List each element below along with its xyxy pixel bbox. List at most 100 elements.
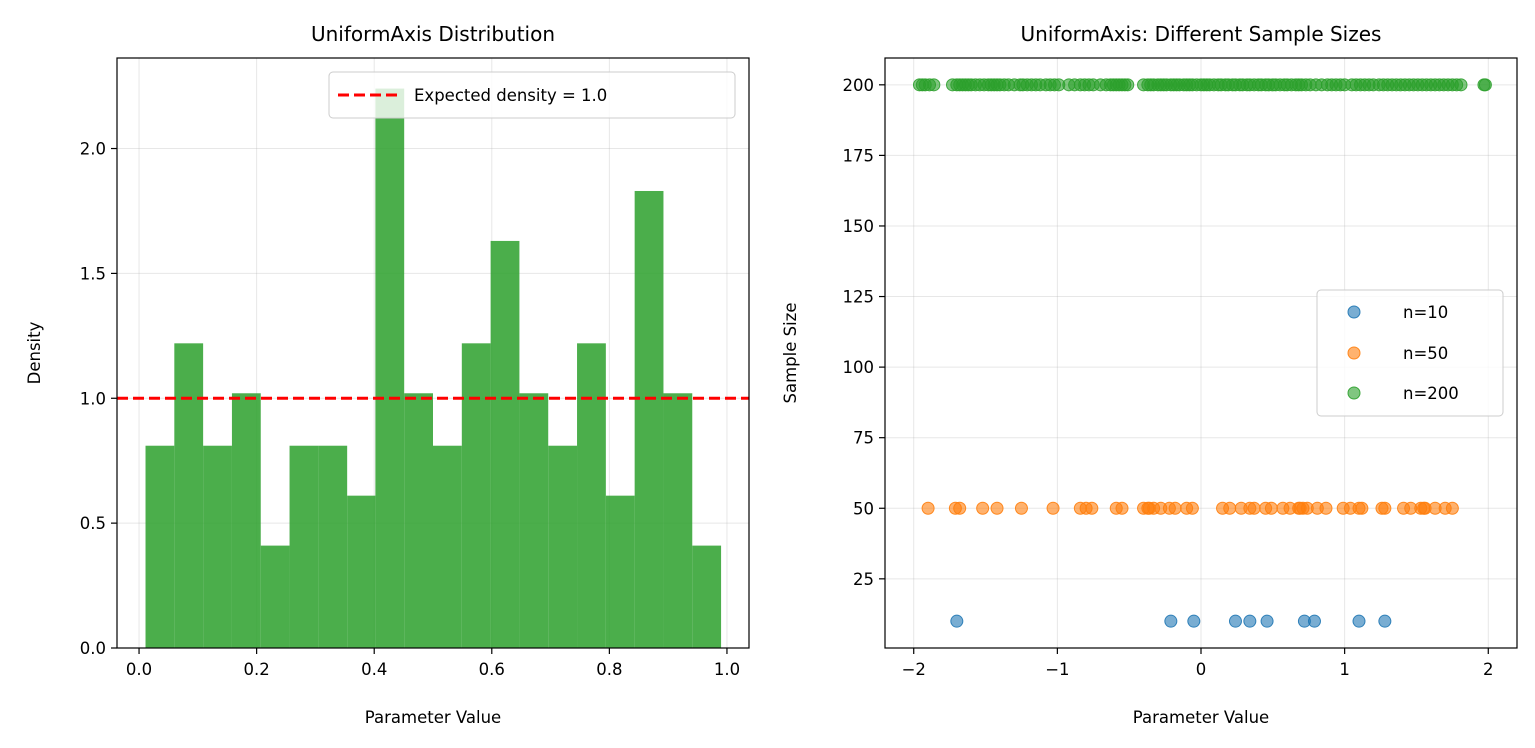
- p1-y-tick-label: 150: [843, 217, 875, 236]
- scatter-point: [1247, 501, 1261, 515]
- p1-y-tick-label: 200: [843, 76, 875, 95]
- scatter-point: [976, 501, 990, 515]
- scatter-point: [1164, 614, 1178, 628]
- histogram-y-axis-label: Density: [25, 321, 44, 384]
- scatter-point: [1378, 501, 1392, 515]
- p1-x-tick-label: −1: [1045, 660, 1069, 679]
- scatter-panel: UniformAxis: Different Sample Sizes −2 −1…: [781, 22, 1518, 727]
- p1-x-tick-label: 0: [1196, 660, 1207, 679]
- p0-x-tick-label: 0.8: [596, 660, 622, 679]
- histogram-bar: [260, 545, 290, 648]
- p1-y-tick-label: 175: [843, 146, 875, 165]
- p0-x-tick-label: 0.0: [126, 660, 152, 679]
- p1-y-tick-label: 50: [853, 499, 874, 518]
- scatter-legend-marker-n10: [1347, 305, 1361, 319]
- histogram-bar: [490, 240, 520, 648]
- scatter-legend-label-n200: n=200: [1403, 384, 1459, 403]
- scatter-point: [1168, 501, 1182, 515]
- histogram-bar: [605, 495, 635, 648]
- scatter-point: [1264, 501, 1278, 515]
- scatter-title: UniformAxis: Different Sample Sizes: [1021, 22, 1382, 46]
- p1-x-tick-label: −2: [902, 660, 926, 679]
- p0-y-tick-label: 0.5: [80, 514, 106, 533]
- scatter-point: [1085, 501, 1099, 515]
- scatter-point: [1417, 501, 1431, 515]
- scatter-point: [1228, 614, 1242, 628]
- scatter-point: [990, 501, 1004, 515]
- scatter-point: [1185, 501, 1199, 515]
- p1-y-tick-label: 25: [853, 570, 874, 589]
- scatter-legend-marker-n200: [1347, 386, 1361, 400]
- p1-x-tick-label: 1: [1339, 660, 1350, 679]
- histogram-y-ticks: 0.0 0.5 1.0 1.5 2.0: [80, 140, 117, 658]
- histogram-bar: [692, 545, 722, 648]
- histogram-legend: Expected density = 1.0: [328, 71, 736, 119]
- scatter-point: [1454, 78, 1468, 92]
- scatter-legend-label-n10: n=10: [1403, 303, 1448, 322]
- scatter-grid: [885, 58, 1517, 648]
- histogram-bar: [663, 393, 693, 648]
- scatter-point: [1293, 501, 1307, 515]
- scatter-point: [1243, 614, 1257, 628]
- scatter-point: [1445, 501, 1459, 515]
- scatter-point: [1046, 501, 1060, 515]
- scatter-series-n200: [912, 78, 1492, 92]
- histogram-title: UniformAxis Distribution: [311, 22, 555, 46]
- histogram-bar: [289, 445, 319, 648]
- p1-y-tick-label: 75: [853, 429, 874, 448]
- p0-y-tick-label: 1.0: [80, 389, 106, 408]
- histogram-bar: [318, 445, 348, 648]
- scatter-point: [1121, 78, 1135, 92]
- p1-y-tick-label: 100: [843, 358, 875, 377]
- scatter-point: [953, 501, 967, 515]
- p0-x-tick-label: 0.6: [479, 660, 505, 679]
- scatter-x-axis-label: Parameter Value: [1133, 708, 1269, 727]
- histogram-bar: [577, 343, 606, 648]
- histogram-bar: [433, 445, 462, 648]
- scatter-point: [927, 78, 941, 92]
- scatter-point: [1260, 614, 1274, 628]
- scatter-point: [1319, 501, 1333, 515]
- scatter-point: [1014, 501, 1028, 515]
- scatter-legend-marker-n50: [1347, 346, 1361, 360]
- p0-x-tick-label: 1.0: [714, 660, 740, 679]
- histogram-bar: [548, 445, 578, 648]
- scatter-point: [1142, 501, 1156, 515]
- histogram-axes-frame: [116, 57, 750, 649]
- scatter-point: [1223, 501, 1237, 515]
- p0-y-tick-label: 0.0: [80, 639, 106, 658]
- histogram-panel: UniformAxis Distribution 0.0 0.2 0.4 0.6 0.8…: [25, 22, 750, 727]
- histogram-bar: [404, 393, 433, 648]
- histogram-x-axis-label: Parameter Value: [365, 708, 501, 727]
- scatter-point: [1352, 614, 1366, 628]
- histogram-legend-box: [328, 71, 736, 119]
- scatter-point: [1115, 501, 1129, 515]
- p0-y-tick-label: 1.5: [80, 264, 106, 283]
- scatter-point: [1187, 614, 1201, 628]
- histogram-bar: [203, 445, 232, 648]
- histogram-bar: [231, 393, 261, 648]
- scatter-legend-box: [1316, 289, 1504, 417]
- scatter-y-axis-label: Sample Size: [781, 303, 800, 404]
- p0-x-tick-label: 0.4: [361, 660, 387, 679]
- scatter-y-ticks: 25 50 75 100 125 150 175 200: [843, 76, 885, 589]
- histogram-bar: [347, 495, 376, 648]
- histogram-bar: [519, 393, 549, 648]
- histogram-x-ticks: 0.0 0.2 0.4 0.6 0.8 1.0: [126, 648, 740, 679]
- p1-y-tick-label: 125: [843, 288, 875, 307]
- p0-y-tick-label: 2.0: [80, 140, 106, 159]
- histogram-bars: [145, 88, 722, 648]
- scatter-point: [950, 614, 964, 628]
- histogram-bar: [634, 190, 664, 648]
- histogram-bar: [461, 343, 491, 648]
- histogram-bar: [375, 88, 405, 648]
- scatter-series-n50: [921, 501, 1459, 515]
- scatter-point: [1307, 614, 1321, 628]
- p1-x-tick-label: 2: [1483, 660, 1494, 679]
- scatter-point: [1378, 614, 1392, 628]
- histogram-bar: [174, 343, 204, 648]
- scatter-legend-label-n50: n=50: [1403, 344, 1448, 363]
- scatter-x-ticks: −2 −1 0 1 2: [902, 648, 1494, 679]
- scatter-legend: n=10 n=50 n=200: [1316, 289, 1504, 417]
